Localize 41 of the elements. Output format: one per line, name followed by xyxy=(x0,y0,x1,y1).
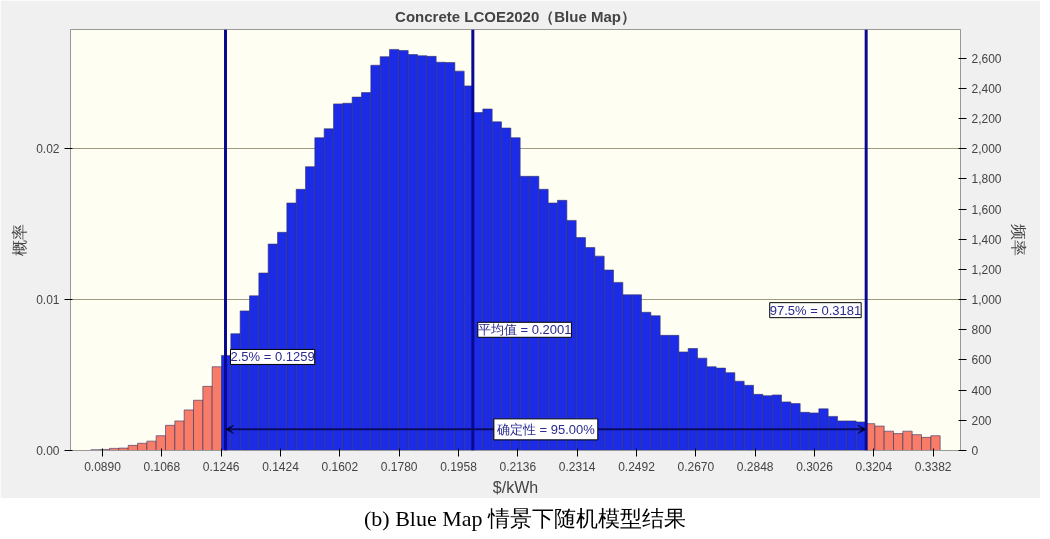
y2-tick-label: 800 xyxy=(971,323,992,338)
x-tick-label: 0.2848 xyxy=(736,459,774,474)
y2-tick-label: 2,000 xyxy=(971,142,1002,157)
x-tick-label: 0.3382 xyxy=(914,459,952,474)
y2-tick-label: 1,800 xyxy=(971,172,1002,187)
x-tick-label: 0.2136 xyxy=(499,459,537,474)
x-tick-label: 0.1246 xyxy=(202,459,240,474)
x-axis-title: $/kWh xyxy=(492,478,539,496)
y2-tick-label: 0 xyxy=(971,444,979,458)
x-tick-label: 0.1424 xyxy=(262,459,300,474)
ref-line-label: 2.5% = 0.1259 xyxy=(230,349,315,365)
y-axis-title: 概率 xyxy=(11,224,29,256)
x-tick-label: 0.1780 xyxy=(380,459,418,474)
y-tick-label: 0.02 xyxy=(36,142,60,157)
x-tick-label: 0.3026 xyxy=(796,459,834,474)
text: (b) Blue Map 情景下随机模型结果 xyxy=(363,505,687,533)
y2-tick-label: 1,000 xyxy=(971,293,1002,308)
chart-title: Concrete LCOE2020（Blue Map） xyxy=(395,7,636,25)
y2-tick-label: 1,200 xyxy=(971,262,1002,277)
ref-line-label: 平均值 = 0.2001 xyxy=(477,322,572,338)
y2-axis-title: 频率 xyxy=(1009,224,1027,256)
ref-line-label: 97.5% = 0.3181 xyxy=(769,302,862,318)
y2-tick-label: 400 xyxy=(971,383,992,398)
y-tick-label: 0.01 xyxy=(36,293,60,308)
x-tick-label: 0.1602 xyxy=(321,459,359,474)
x-tick-label: 0.3204 xyxy=(855,459,893,474)
x-tick-label: 0.2670 xyxy=(677,459,715,474)
y2-tick-label: 2,400 xyxy=(971,81,1002,96)
y2-tick-label: 1,600 xyxy=(971,202,1002,217)
y2-tick-label: 1,400 xyxy=(971,232,1002,247)
y2-tick-label: 2,200 xyxy=(971,112,1002,127)
x-tick-label: 0.1958 xyxy=(440,459,478,474)
x-tick-label: 0.2492 xyxy=(618,459,656,474)
y2-tick-label: 600 xyxy=(971,353,992,368)
y-tick-label: 0.00 xyxy=(36,444,60,458)
y2-tick-label: 200 xyxy=(971,413,992,428)
annotation: 确定性 = 95.00% xyxy=(495,421,596,437)
x-tick-label: 0.1068 xyxy=(143,459,181,474)
y2-tick-label: 2,600 xyxy=(971,51,1002,66)
x-tick-label: 0.0890 xyxy=(84,459,122,474)
x-tick-label: 0.2314 xyxy=(558,459,596,474)
